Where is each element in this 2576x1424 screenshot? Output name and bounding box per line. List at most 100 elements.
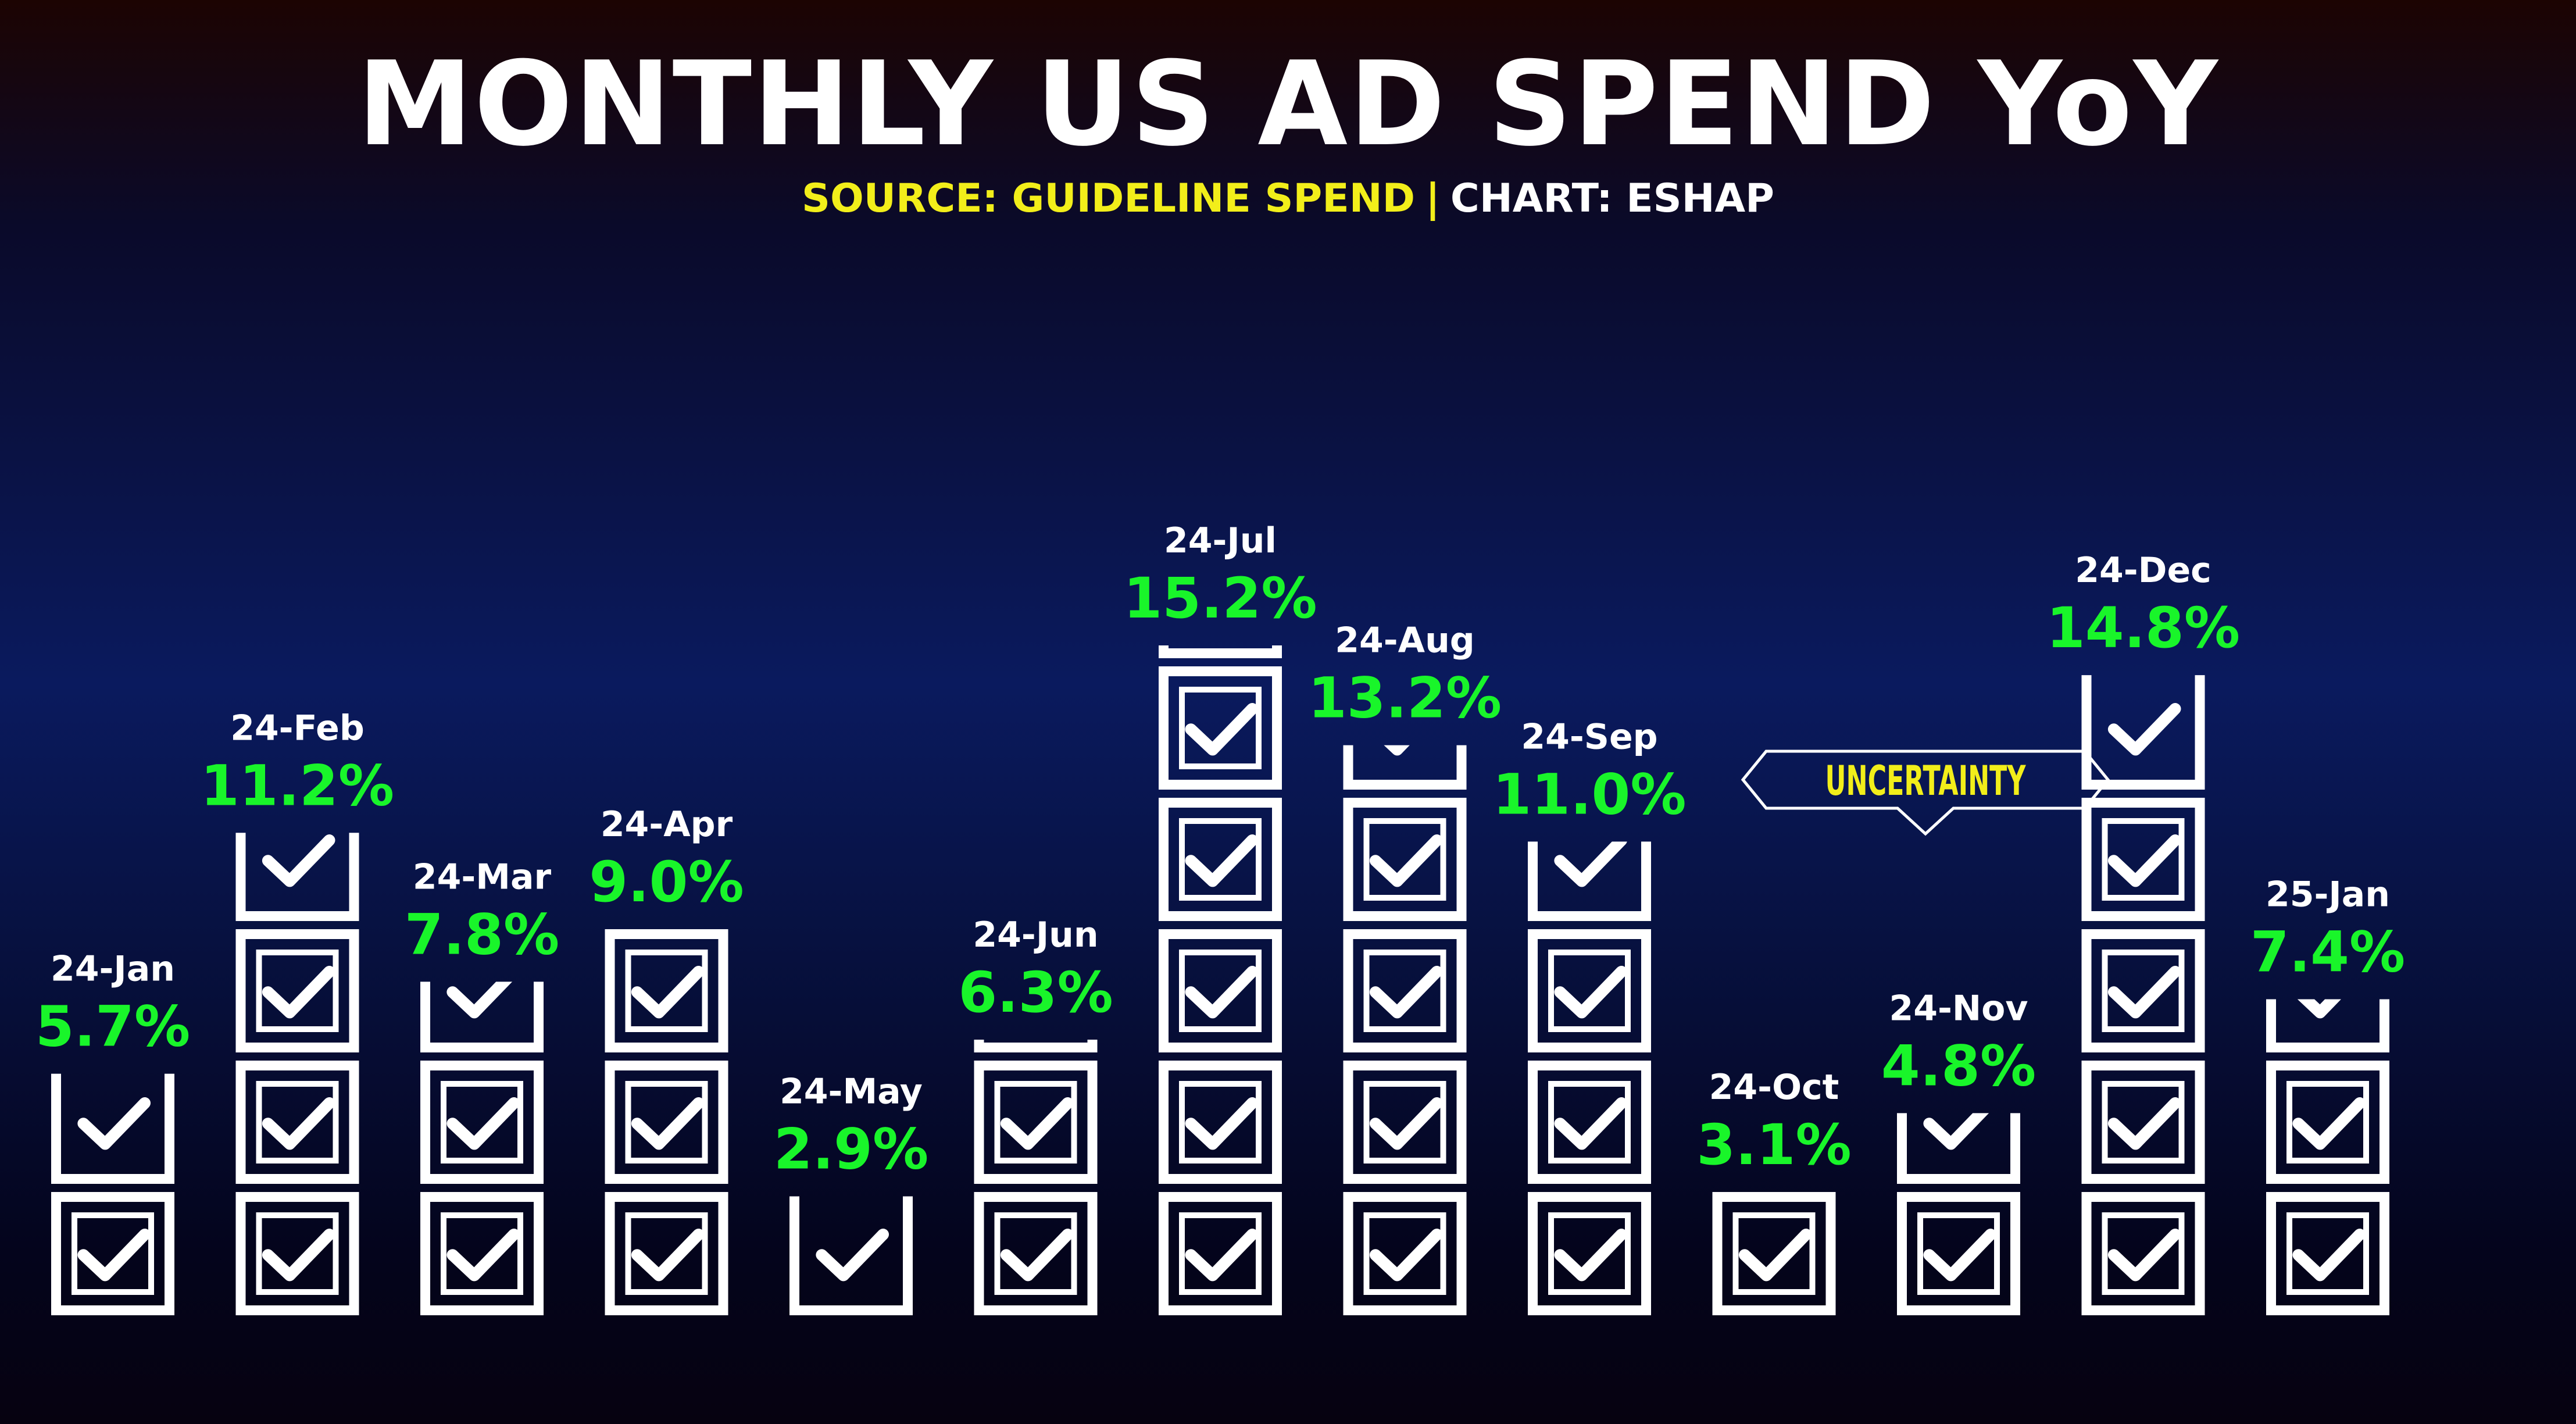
partial-checkbox-outline	[420, 982, 544, 1052]
check-mark-icon	[1185, 834, 1258, 887]
checkbox-inner	[1363, 1212, 1446, 1295]
checkbox-inner	[1548, 950, 1631, 1032]
checkbox-inner	[1548, 1081, 1631, 1164]
checkbox-inner	[1917, 1212, 2000, 1295]
partial-checkbox	[420, 982, 544, 1052]
check-mark-icon	[1738, 1229, 1812, 1282]
partial-checkbox	[2081, 675, 2205, 790]
category-label: 24-Jul	[1164, 520, 1277, 561]
checkbox-inner	[2286, 1081, 2369, 1164]
value-label: 6.3%	[958, 960, 1113, 1025]
partial-checkbox	[51, 1073, 174, 1184]
partial-checkbox	[1159, 645, 1282, 658]
checkbox-inner	[1548, 1212, 1631, 1295]
bar-column: 11.2% 24-Feb	[201, 708, 394, 1315]
checkbox-outer	[1343, 798, 1467, 921]
value-label: 7.8%	[405, 902, 559, 967]
category-label: 24-Apr	[601, 804, 733, 845]
callout-outline	[1741, 750, 2110, 836]
bar-column: 6.3% 24-Jun	[958, 915, 1113, 1315]
chart-subtitle: SOURCE: GUIDELINE SPEND | CHART: ESHAP	[0, 174, 2576, 223]
check-mark-icon	[1185, 1097, 1258, 1150]
checkbox-outer	[605, 1192, 728, 1315]
category-label: 24-Oct	[1709, 1067, 1839, 1108]
check-mark-icon	[262, 966, 335, 1019]
checkbox-outer	[1712, 1192, 1836, 1315]
value-label: 2.9%	[774, 1117, 928, 1182]
checkbox-inner	[625, 1081, 708, 1164]
checkbox-inner	[2102, 818, 2185, 901]
partial-checkbox-outline	[235, 833, 359, 921]
checkbox-box	[2081, 929, 2205, 1052]
checkbox-outer	[1343, 1192, 1467, 1315]
checkbox-box	[1343, 1192, 1467, 1315]
value-label: 13.2%	[1308, 666, 1502, 731]
checkbox-box	[2266, 1192, 2389, 1315]
checkbox-inner	[256, 950, 339, 1032]
checkbox-outer	[1528, 1192, 1651, 1315]
checkbox-inner	[1179, 1212, 1262, 1295]
partial-checkbox	[1528, 841, 1651, 921]
bar-column: 14.8%24-Dec	[2046, 550, 2240, 1315]
checkbox-box	[1897, 1192, 2020, 1315]
checkbox-inner	[441, 1081, 523, 1164]
partial-checkbox-outline	[1159, 645, 1282, 658]
source-credit: SOURCE: GUIDELINE SPEND	[801, 176, 1416, 222]
checkbox-inner	[994, 1081, 1077, 1164]
check-mark-icon	[1369, 1097, 1443, 1150]
checkbox-outer	[1159, 929, 1282, 1052]
checkbox-outer	[1343, 1061, 1467, 1184]
checkbox-inner	[1363, 950, 1446, 1032]
value-label: 15.2%	[1123, 566, 1317, 631]
check-mark-icon	[1554, 841, 1627, 887]
checkbox-outer	[420, 1192, 544, 1315]
checkbox-box	[235, 929, 359, 1052]
checkbox-inner	[1179, 818, 1262, 901]
checkbox-outer	[1897, 1192, 2020, 1315]
check-mark-icon	[2292, 1229, 2366, 1282]
category-label: 24-Jan	[51, 949, 175, 990]
checkbox-box	[605, 1192, 728, 1315]
checkbox-box	[1343, 798, 1467, 921]
checkbox-box	[420, 1192, 544, 1315]
checkbox-outer	[2266, 1061, 2389, 1184]
uncertainty-callout: UNCERTAINTY	[1741, 750, 2110, 836]
check-mark-icon	[1923, 1229, 1996, 1282]
partial-checkbox	[2266, 999, 2389, 1052]
checkbox-outer	[1343, 929, 1467, 1052]
checkbox-outer	[1159, 1061, 1282, 1184]
checkbox-outer	[605, 1061, 728, 1184]
partial-checkbox-outline	[974, 1040, 1098, 1052]
check-mark-icon	[1369, 834, 1443, 887]
bar-column: 9.0% 24-Apr	[589, 804, 744, 1315]
category-label: 25-Jan	[2266, 875, 2390, 915]
check-mark-icon	[1554, 1229, 1627, 1282]
check-mark-icon	[2107, 703, 2181, 756]
check-mark-icon	[1185, 703, 1258, 756]
checkbox-outer	[235, 1061, 359, 1184]
check-mark-icon	[1000, 1229, 1074, 1282]
value-label: 11.0%	[1492, 762, 1686, 827]
checkbox-box	[1159, 929, 1282, 1052]
checkbox-box	[420, 1061, 544, 1184]
checkbox-outer	[420, 1061, 544, 1184]
bar-column: 15.2% 24-Jul	[1123, 520, 1317, 1315]
partial-checkbox-outline	[1343, 745, 1467, 790]
checkbox-inner	[72, 1212, 154, 1295]
category-label: 24-Feb	[230, 708, 365, 748]
checkbox-box	[1712, 1192, 1836, 1315]
check-mark-icon	[631, 1097, 705, 1150]
check-mark-icon	[446, 982, 513, 1019]
checkbox-outer	[2081, 1192, 2205, 1315]
checkbox-box	[1528, 929, 1651, 1052]
checkbox-outer	[2081, 1061, 2205, 1184]
value-label: 9.0%	[589, 850, 744, 915]
value-label: 14.8%	[2046, 595, 2240, 661]
checkbox-box	[605, 1061, 728, 1184]
callout-text: UNCERTAINTY	[1825, 757, 2027, 805]
partial-checkbox	[1343, 745, 1467, 790]
checkbox-box	[1159, 1061, 1282, 1184]
checkbox-outer	[51, 1192, 174, 1315]
